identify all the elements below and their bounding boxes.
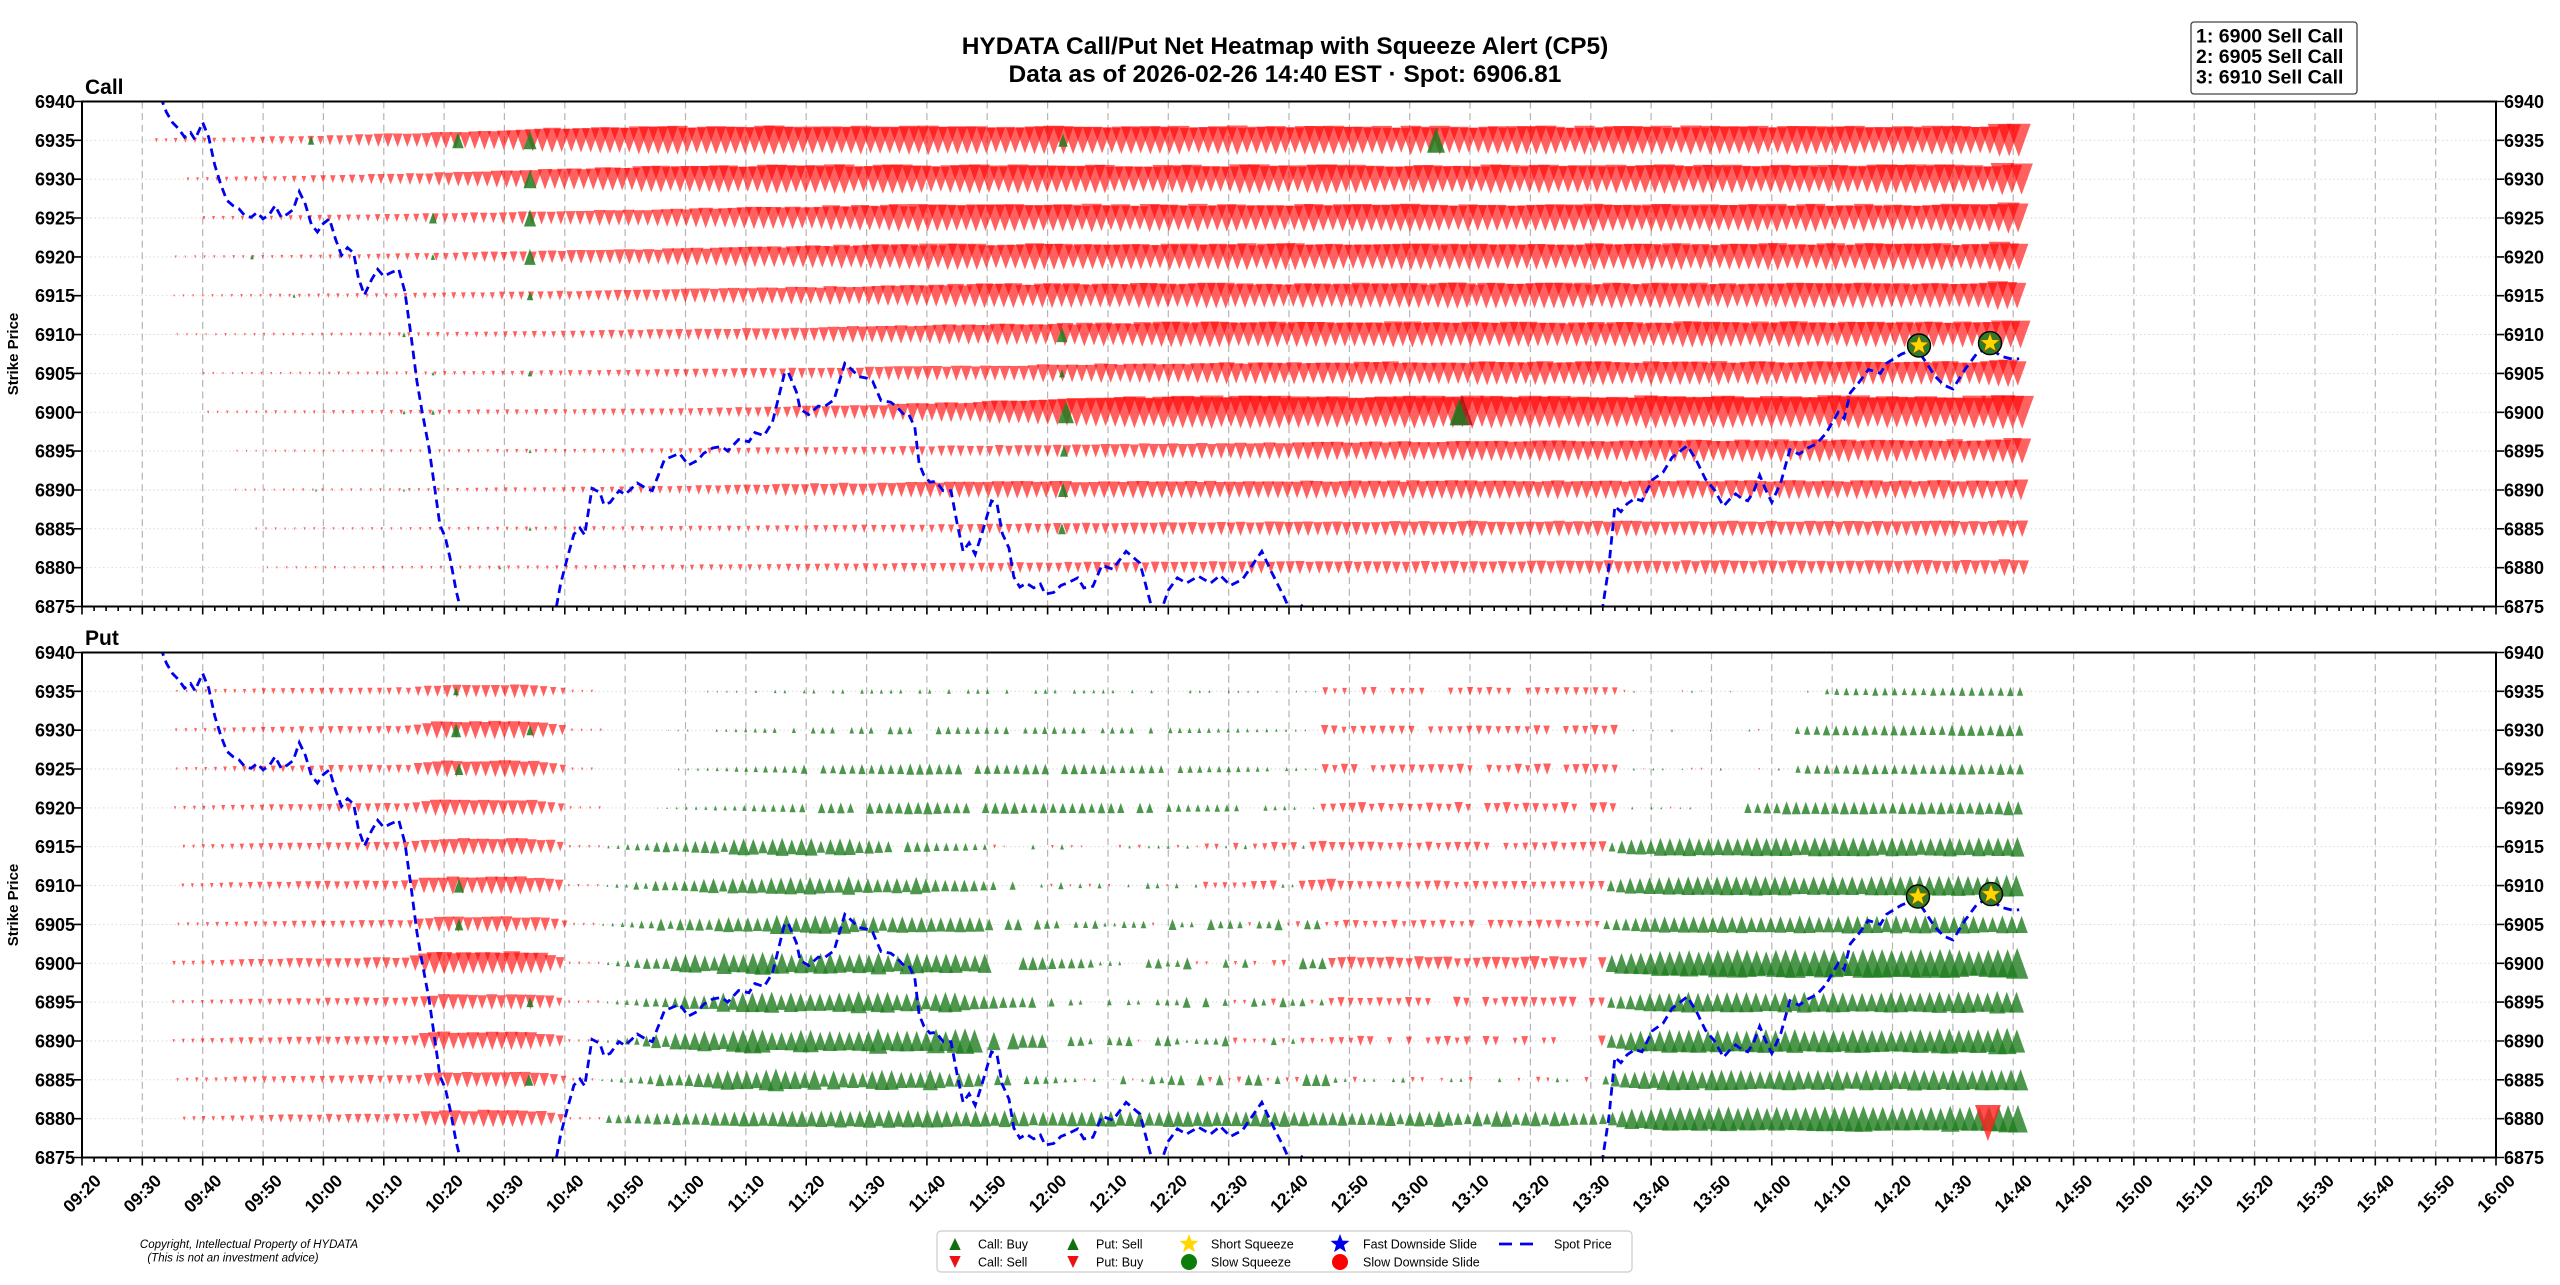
svg-text:3: 6910 Sell Call: 3: 6910 Sell Call: [2196, 67, 2343, 89]
svg-text:6935: 6935: [2504, 682, 2544, 702]
svg-text:Fast Downside Slide: Fast Downside Slide: [1363, 1238, 1477, 1252]
svg-text:1: 6900 Sell Call: 1: 6900 Sell Call: [2196, 26, 2343, 48]
svg-text:6915: 6915: [35, 837, 75, 857]
svg-text:Strike Price: Strike Price: [5, 864, 22, 947]
svg-text:6910: 6910: [2504, 325, 2544, 345]
svg-text:6930: 6930: [35, 170, 75, 190]
svg-text:6910: 6910: [35, 325, 75, 345]
svg-text:6940: 6940: [2504, 643, 2544, 663]
svg-text:6940: 6940: [2504, 92, 2544, 112]
svg-text:6895: 6895: [35, 993, 75, 1013]
svg-text:6875: 6875: [2504, 1148, 2544, 1168]
svg-text:6940: 6940: [35, 92, 75, 112]
svg-text:6905: 6905: [35, 364, 75, 384]
svg-text:6935: 6935: [35, 131, 75, 151]
svg-text:6885: 6885: [35, 1070, 75, 1090]
svg-text:6925: 6925: [2504, 760, 2544, 780]
svg-text:6880: 6880: [2504, 558, 2544, 578]
svg-text:2: 6905 Sell Call: 2: 6905 Sell Call: [2196, 46, 2343, 68]
svg-text:6900: 6900: [2504, 954, 2544, 974]
svg-text:6910: 6910: [2504, 876, 2544, 896]
svg-text:6920: 6920: [35, 798, 75, 818]
svg-text:6920: 6920: [35, 247, 75, 267]
svg-text:Call: Call: [85, 76, 124, 99]
svg-text:6905: 6905: [2504, 915, 2544, 935]
svg-text:6920: 6920: [2504, 798, 2544, 818]
svg-text:Short Squeeze: Short Squeeze: [1211, 1238, 1294, 1252]
svg-text:Put: Buy: Put: Buy: [1096, 1256, 1144, 1270]
svg-text:6885: 6885: [2504, 1070, 2544, 1090]
svg-text:6915: 6915: [35, 286, 75, 306]
svg-text:6885: 6885: [35, 519, 75, 539]
svg-text:Put: Sell: Put: Sell: [1096, 1238, 1143, 1252]
svg-text:6885: 6885: [2504, 519, 2544, 539]
svg-text:6890: 6890: [2504, 481, 2544, 501]
svg-text:6915: 6915: [2504, 286, 2544, 306]
svg-text:6930: 6930: [35, 721, 75, 741]
svg-text:6905: 6905: [2504, 364, 2544, 384]
svg-text:6900: 6900: [35, 954, 75, 974]
svg-text:Copyright, Intellectual Proper: Copyright, Intellectual Property of HYDA…: [140, 1239, 358, 1251]
svg-text:6900: 6900: [35, 403, 75, 423]
svg-text:6935: 6935: [35, 682, 75, 702]
svg-text:(This is not an investment adv: (This is not an investment advice): [147, 1253, 318, 1265]
svg-text:6910: 6910: [35, 876, 75, 896]
svg-text:6900: 6900: [2504, 403, 2544, 423]
svg-text:Spot Price: Spot Price: [1554, 1238, 1612, 1252]
svg-text:6915: 6915: [2504, 837, 2544, 857]
svg-text:Data as of 2026-02-26 14:40 ES: Data as of 2026-02-26 14:40 EST · Spot: …: [1009, 61, 1562, 88]
svg-text:6890: 6890: [2504, 1032, 2544, 1052]
svg-text:6905: 6905: [35, 915, 75, 935]
svg-text:6930: 6930: [2504, 170, 2544, 190]
svg-text:6895: 6895: [2504, 993, 2544, 1013]
svg-text:6925: 6925: [35, 209, 75, 229]
svg-text:HYDATA Call/Put Net Heatmap wi: HYDATA Call/Put Net Heatmap with Squeeze…: [962, 33, 1609, 60]
svg-text:6875: 6875: [35, 597, 75, 617]
svg-text:6875: 6875: [35, 1148, 75, 1168]
svg-text:6895: 6895: [2504, 442, 2544, 462]
svg-text:6930: 6930: [2504, 721, 2544, 741]
svg-text:6880: 6880: [2504, 1109, 2544, 1129]
svg-text:6880: 6880: [35, 1109, 75, 1129]
svg-text:6935: 6935: [2504, 131, 2544, 151]
svg-text:6920: 6920: [2504, 247, 2544, 267]
svg-text:6890: 6890: [35, 1032, 75, 1052]
svg-text:Call: Buy: Call: Buy: [978, 1238, 1029, 1252]
svg-text:Slow Squeeze: Slow Squeeze: [1211, 1256, 1291, 1270]
svg-text:Put: Put: [85, 627, 119, 650]
svg-text:Slow Downside Slide: Slow Downside Slide: [1363, 1256, 1480, 1270]
svg-text:6940: 6940: [35, 643, 75, 663]
svg-text:Call: Sell: Call: Sell: [978, 1256, 1027, 1270]
svg-text:6875: 6875: [2504, 597, 2544, 617]
svg-text:6890: 6890: [35, 481, 75, 501]
svg-text:Strike Price: Strike Price: [5, 313, 22, 396]
svg-text:6895: 6895: [35, 442, 75, 462]
svg-text:6925: 6925: [35, 760, 75, 780]
svg-text:6925: 6925: [2504, 209, 2544, 229]
svg-text:6880: 6880: [35, 558, 75, 578]
